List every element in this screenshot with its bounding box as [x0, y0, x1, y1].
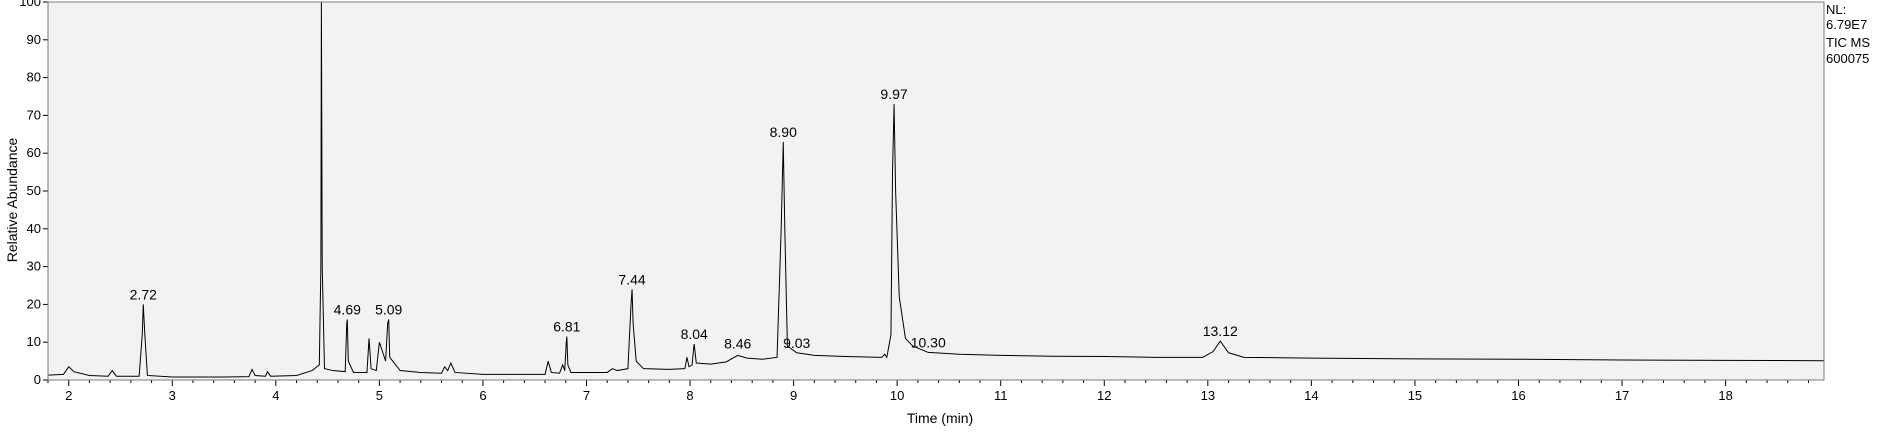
x-tick-label: 13 — [1201, 388, 1215, 403]
y-tick-label: 80 — [27, 70, 41, 85]
y-tick-label: 90 — [27, 32, 41, 47]
peak-labels: 2.724.444.695.096.817.448.048.468.909.03… — [130, 86, 1238, 352]
x-tick-label: 7 — [583, 388, 590, 403]
y-tick-label: 100 — [19, 0, 41, 9]
peak-label: 8.90 — [770, 124, 797, 140]
y-tick-label: 30 — [27, 259, 41, 274]
y-tick-label: 20 — [27, 296, 41, 311]
y-axis: 0 10 20 30 40 50 60 70 80 90 100 — [19, 0, 48, 387]
x-tick-label: 14 — [1304, 388, 1318, 403]
peak-label: 8.04 — [681, 326, 708, 342]
y-tick-label: 0 — [34, 372, 41, 387]
x-tick-label: 6 — [479, 388, 486, 403]
x-tick-label: 12 — [1097, 388, 1111, 403]
tic-trace-line — [47, 1, 1825, 378]
plot-frame — [47, 1, 1825, 381]
plot-background — [48, 2, 1824, 380]
x-tick-label: 9 — [790, 388, 797, 403]
info-line-file: 600075 — [1826, 51, 1869, 66]
peak-label: 2.72 — [130, 286, 157, 302]
info-line-scale: 6.79E7 — [1826, 17, 1867, 32]
peak-label: 10.30 — [911, 334, 946, 350]
y-tick-label: 40 — [27, 221, 41, 236]
x-tick-label: 3 — [169, 388, 176, 403]
y-tick-label: 50 — [27, 183, 41, 198]
y-axis-title: Relative Abundance — [4, 138, 20, 263]
x-tick-label: 16 — [1511, 388, 1525, 403]
x-tick-label: 4 — [272, 388, 279, 403]
peak-label: 5.09 — [375, 302, 402, 318]
peak-label: 6.81 — [553, 319, 580, 335]
peak-label: 7.44 — [618, 271, 645, 287]
info-line-nl: NL: — [1826, 2, 1846, 17]
x-tick-label: 2 — [65, 388, 72, 403]
peak-label: 9.97 — [880, 86, 907, 102]
x-tick-label: 11 — [994, 388, 1008, 403]
x-tick-label: 18 — [1718, 388, 1732, 403]
y-tick-label: 60 — [27, 145, 41, 160]
peak-label: 8.46 — [724, 336, 751, 352]
y-tick-label: 70 — [27, 107, 41, 122]
x-tick-label: 15 — [1408, 388, 1422, 403]
x-tick-label: 8 — [686, 388, 693, 403]
peak-label: 9.03 — [783, 335, 810, 351]
y-tick-label: 10 — [27, 334, 41, 349]
x-tick-label: 5 — [376, 388, 383, 403]
peak-label: 13.12 — [1203, 323, 1238, 339]
x-tick-label: 10 — [890, 388, 904, 403]
info-line-mode: TIC MS — [1826, 35, 1870, 50]
peak-label: 4.69 — [334, 302, 361, 318]
x-axis-title: Time (min) — [907, 410, 973, 426]
x-axis: 2 3 4 5 6 7 8 9 10 11 12 13 14 15 16 17 18 — [47, 380, 1809, 403]
x-tick-label: 17 — [1615, 388, 1629, 403]
info-box: NL: 6.79E7 TIC MS 600075 — [1826, 2, 1870, 66]
